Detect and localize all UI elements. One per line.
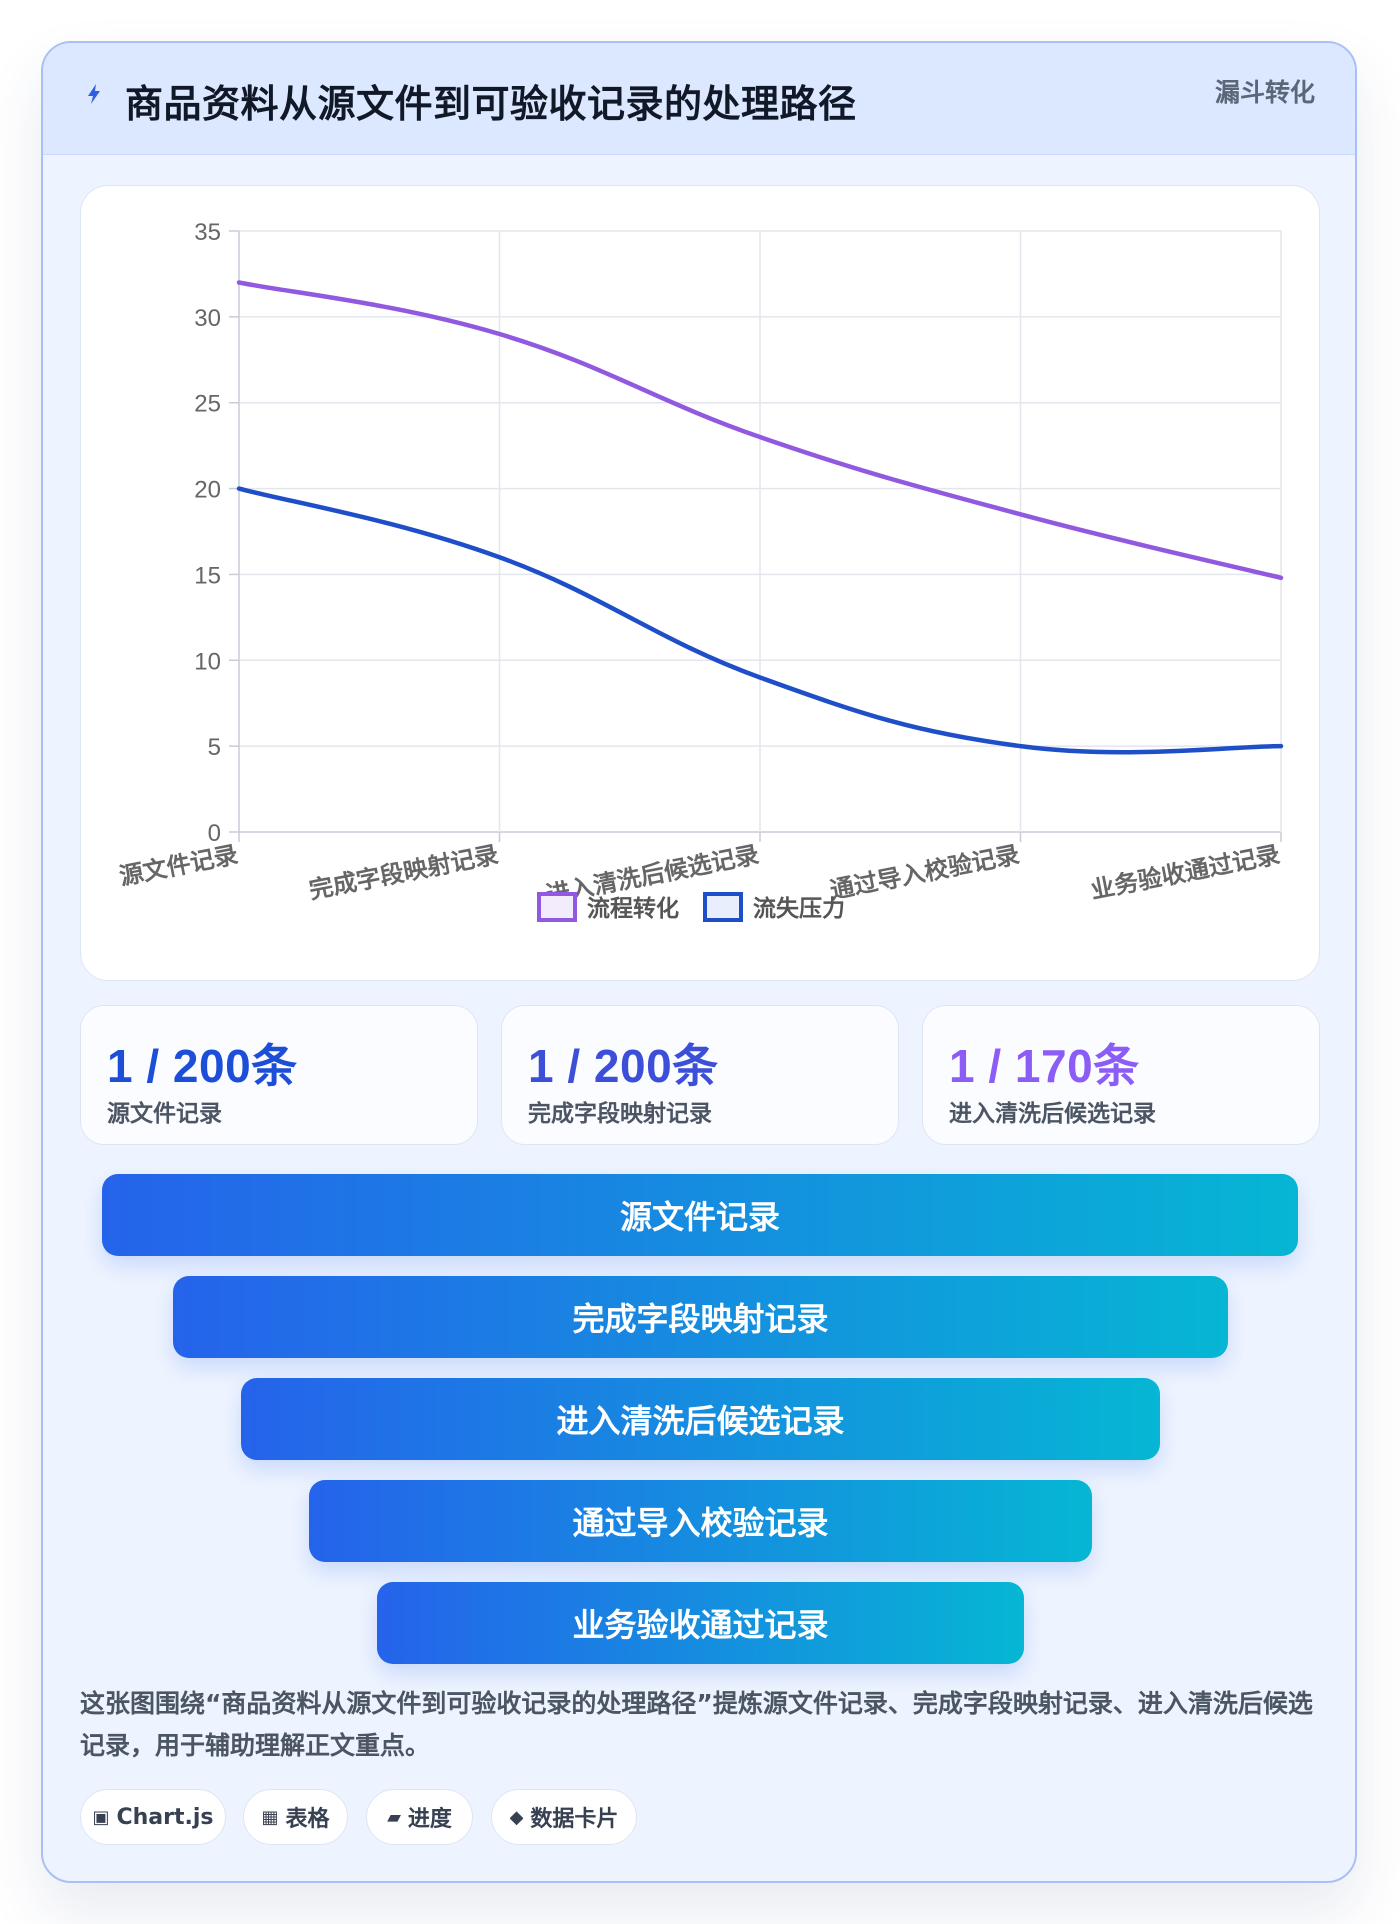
chart-type-tag: 漏斗转化 xyxy=(1214,78,1315,107)
y-tick-label: 15 xyxy=(194,562,221,589)
stat-label: 源文件记录 xyxy=(107,1101,222,1127)
series-line-2 xyxy=(236,486,1284,755)
stat-value: 1 / 200条 xyxy=(107,1040,298,1092)
stat-card-1: 1 / 200条 源文件记录 xyxy=(80,1005,478,1145)
lightning-icon xyxy=(81,81,107,107)
table-icon: ▦ xyxy=(261,1806,279,1828)
y-tick-label: 5 xyxy=(208,734,221,761)
x-tick-label: 业务验收通过记录 xyxy=(1088,840,1282,904)
stat-label: 完成字段映射记录 xyxy=(528,1101,712,1127)
card-header: 商品资料从源文件到可验收记录的处理路径 漏斗转化 xyxy=(43,43,1355,155)
diamond-icon: ◆ xyxy=(509,1806,524,1828)
stat-label: 进入清洗后候选记录 xyxy=(949,1101,1156,1127)
legend-swatch xyxy=(703,892,743,922)
x-tick-label: 源文件记录 xyxy=(117,840,240,890)
tag-label: 进度 xyxy=(407,1807,452,1832)
tag-label: 数据卡片 xyxy=(530,1807,619,1832)
legend-swatch xyxy=(537,892,577,922)
page-title: 商品资料从源文件到可验收记录的处理路径 xyxy=(125,82,857,126)
y-tick-label: 0 xyxy=(208,820,221,847)
tag-table[interactable]: ▦ 表格 xyxy=(243,1789,348,1845)
legend-label: 流失压力 xyxy=(753,895,845,922)
tag-data-card[interactable]: ◆ 数据卡片 xyxy=(491,1789,637,1845)
chart-card: 商品资料从源文件到可验收记录的处理路径 漏斗转化 0 5 10 15 20 25 30 35 源… xyxy=(41,41,1357,1883)
x-tick-label: 通过导入校验记录 xyxy=(828,840,1022,904)
stat-value: 1 / 200条 xyxy=(528,1040,719,1092)
y-tick-label: 30 xyxy=(194,305,221,332)
tag-chartjs[interactable]: ▣ Chart.js xyxy=(80,1789,226,1845)
tag-progress[interactable]: ▰ 进度 xyxy=(366,1789,473,1845)
chart-panel: 0 5 10 15 20 25 30 35 源文件记录 完成字段映射记录 进入清洗后候选记录 通过导入… xyxy=(80,185,1320,981)
y-tick-label: 25 xyxy=(194,391,221,418)
stat-card-2: 1 / 200条 完成字段映射记录 xyxy=(501,1005,899,1145)
stat-card-3: 1 / 170条 进入清洗后候选记录 xyxy=(922,1005,1320,1145)
tag-label: 表格 xyxy=(285,1807,330,1832)
funnel-stage-2: 完成字段映射记录 xyxy=(173,1276,1228,1358)
stat-value: 1 / 170条 xyxy=(949,1040,1140,1092)
y-tick-label: 20 xyxy=(194,477,221,504)
chart-icon: ▣ xyxy=(92,1806,110,1828)
funnel-stage-5: 业务验收通过记录 xyxy=(377,1582,1024,1664)
funnel-stage-1: 源文件记录 xyxy=(102,1174,1298,1256)
tag-label: Chart.js xyxy=(116,1804,214,1830)
progress-icon: ▰ xyxy=(387,1806,401,1828)
x-tick-label: 完成字段映射记录 xyxy=(307,840,501,904)
chart-description: 这张图围绕“商品资料从源文件到可验收记录的处理路径”提炼源文件记录、完成字段映射… xyxy=(80,1689,1313,1760)
y-tick-label: 35 xyxy=(194,219,221,246)
funnel-stage-3: 进入清洗后候选记录 xyxy=(241,1378,1160,1460)
y-tick-label: 10 xyxy=(194,648,221,675)
series-line-1 xyxy=(236,280,1284,581)
legend-label: 流程转化 xyxy=(587,895,679,922)
funnel-stage-4: 通过导入校验记录 xyxy=(309,1480,1092,1562)
